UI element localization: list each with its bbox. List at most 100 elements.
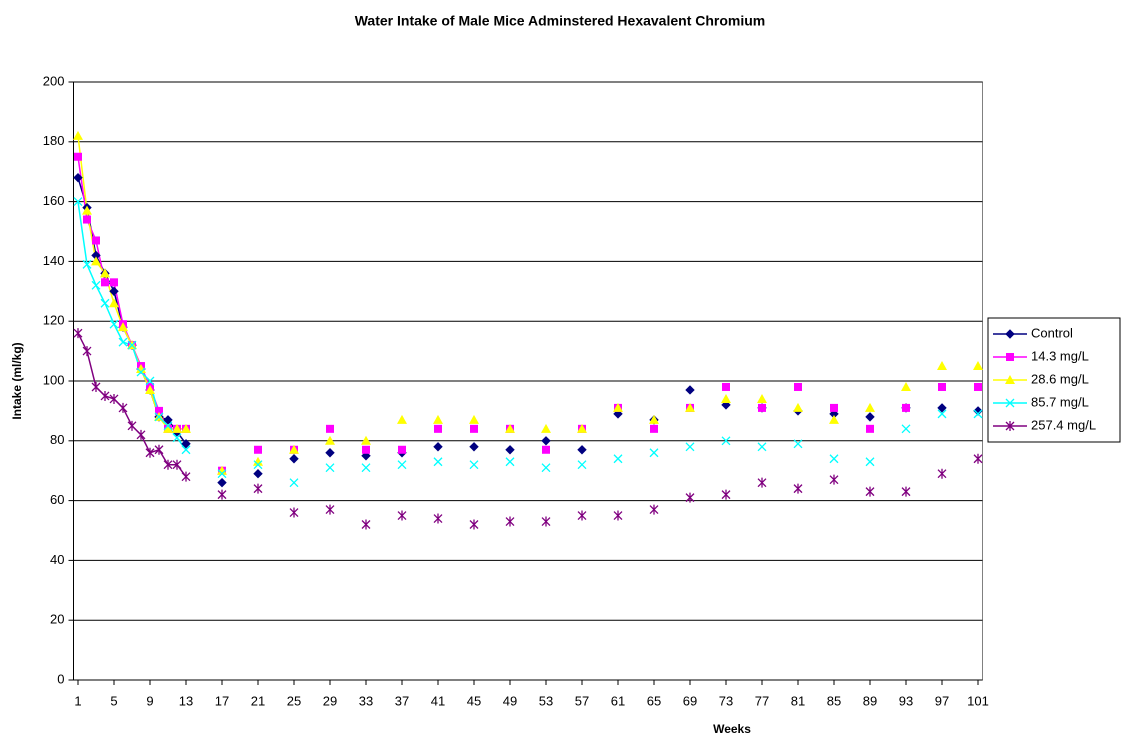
marker <box>163 421 173 431</box>
marker <box>613 510 623 521</box>
x-tick-label: 1 <box>74 693 81 708</box>
marker <box>757 477 767 488</box>
marker <box>82 259 92 269</box>
marker <box>973 453 983 464</box>
marker <box>793 439 803 449</box>
marker <box>253 460 263 470</box>
series-line <box>78 157 978 429</box>
y-tick-label: 100 <box>43 372 65 387</box>
marker <box>145 447 155 458</box>
x-tick-label: 9 <box>146 693 153 708</box>
marker <box>91 256 101 266</box>
marker <box>865 402 875 412</box>
marker <box>973 406 983 416</box>
x-axis-label: Weeks <box>713 722 751 736</box>
marker <box>541 516 551 527</box>
marker <box>937 409 947 419</box>
x-tick-label: 41 <box>431 693 445 708</box>
marker <box>1006 353 1014 361</box>
marker <box>82 346 92 357</box>
marker <box>172 423 182 433</box>
x-tick-label: 73 <box>719 693 733 708</box>
marker <box>109 298 119 308</box>
marker <box>505 445 515 455</box>
marker <box>685 442 695 452</box>
x-tick-label: 61 <box>611 693 625 708</box>
marker <box>758 403 766 412</box>
marker <box>937 403 947 413</box>
marker <box>938 382 946 391</box>
marker <box>613 402 623 412</box>
x-tick-label: 17 <box>215 693 229 708</box>
marker <box>505 457 515 467</box>
marker <box>577 423 587 433</box>
marker <box>100 298 110 308</box>
chart-title: Water Intake of Male Mice Adminstered He… <box>355 13 766 29</box>
marker <box>649 414 659 424</box>
marker <box>901 381 911 391</box>
marker <box>1005 329 1015 339</box>
marker <box>757 442 767 452</box>
marker <box>397 460 407 470</box>
marker <box>505 516 515 527</box>
marker <box>217 489 227 500</box>
marker <box>109 393 119 404</box>
marker <box>757 393 767 403</box>
marker <box>505 423 515 433</box>
marker <box>829 454 839 464</box>
y-tick-label: 160 <box>43 193 65 208</box>
marker <box>793 483 803 494</box>
marker <box>253 468 263 479</box>
marker <box>1005 398 1015 408</box>
marker <box>469 442 479 452</box>
marker <box>469 519 479 530</box>
marker <box>361 519 371 530</box>
marker <box>433 457 443 467</box>
marker <box>83 215 91 224</box>
legend-label: Control <box>1031 325 1073 340</box>
marker <box>793 402 803 412</box>
legend-label: 28.6 mg/L <box>1031 371 1089 386</box>
x-tick-label: 101 <box>967 693 989 708</box>
x-tick-label: 69 <box>683 693 697 708</box>
marker <box>541 436 551 446</box>
x-tick-label: 25 <box>287 693 301 708</box>
marker <box>163 423 173 433</box>
marker <box>100 390 110 401</box>
marker <box>649 448 659 458</box>
marker <box>362 445 370 454</box>
series-line <box>78 136 978 429</box>
y-axis-label: Intake (ml/kg) <box>10 342 24 419</box>
marker <box>577 460 587 470</box>
y-tick-label: 80 <box>50 432 64 447</box>
marker <box>721 489 731 500</box>
series-line <box>78 202 978 450</box>
marker <box>217 477 227 488</box>
legend-label: 85.7 mg/L <box>1031 394 1089 409</box>
x-tick-label: 97 <box>935 693 949 708</box>
marker <box>685 385 695 395</box>
marker <box>154 412 164 422</box>
marker <box>722 382 730 391</box>
marker <box>865 486 875 497</box>
marker <box>73 328 83 339</box>
marker <box>721 393 731 403</box>
marker <box>901 486 911 497</box>
marker <box>397 414 407 424</box>
marker <box>866 424 874 433</box>
x-tick-label: 21 <box>251 693 265 708</box>
marker <box>721 436 731 446</box>
marker <box>397 510 407 521</box>
marker <box>325 463 335 473</box>
marker <box>217 469 227 479</box>
x-tick-label: 13 <box>179 693 193 708</box>
x-tick-label: 85 <box>827 693 841 708</box>
marker <box>830 403 838 412</box>
x-tick-label: 89 <box>863 693 877 708</box>
y-tick-label: 140 <box>43 253 65 268</box>
marker <box>902 403 910 412</box>
marker <box>361 435 371 445</box>
marker <box>163 459 173 470</box>
x-tick-label: 93 <box>899 693 913 708</box>
marker <box>289 444 299 454</box>
